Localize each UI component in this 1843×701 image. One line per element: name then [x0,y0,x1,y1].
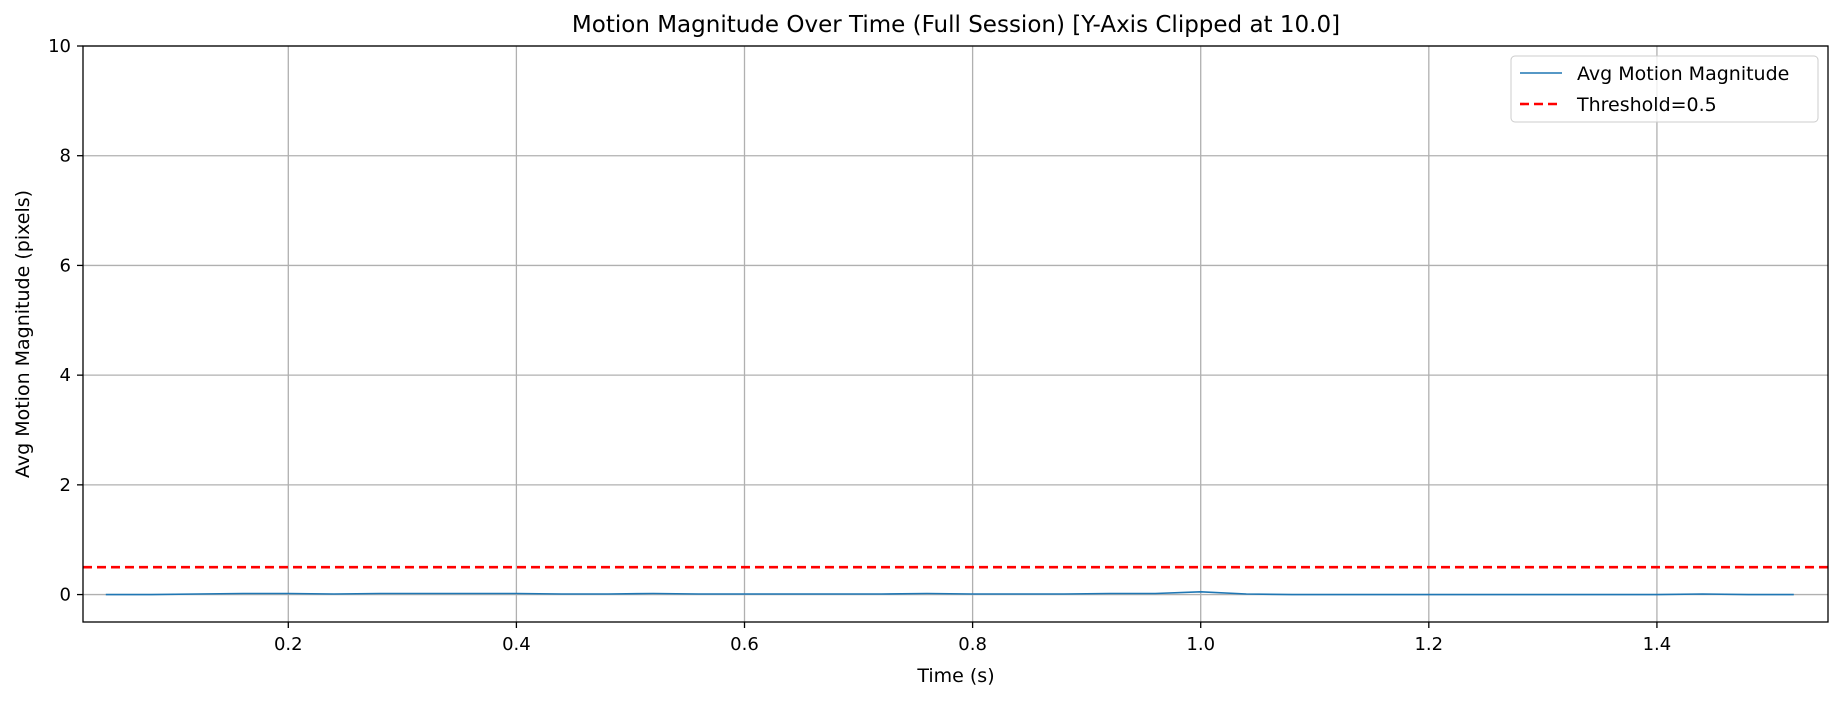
y-tick-label: 6 [60,255,71,276]
motion-magnitude-line [105,590,1794,596]
x-ticks: 0.2 0.4 0.6 0.8 1.0 1.2 1.4 [274,622,1671,655]
x-tick-label: 0.6 [730,634,759,655]
x-tick-label: 0.2 [274,634,303,655]
x-tick-label: 1.2 [1414,634,1443,655]
y-axis-label: Avg Motion Magnitude (pixels) [12,190,34,478]
plot-frame [82,45,1829,623]
legend-label-motion: Avg Motion Magnitude [1577,63,1789,85]
x-tick-label: 1.0 [1186,634,1215,655]
plot-series [83,565,1828,596]
legend-label-threshold: Threshold=0.5 [1576,94,1717,116]
legend-box [1510,55,1819,123]
y-tick-label: 2 [60,475,71,496]
x-axis-label: Time (s) [916,665,994,687]
y-tick-label: 4 [60,365,71,386]
x-tick-label: 0.4 [502,634,531,655]
x-tick-label: 1.4 [1643,634,1672,655]
grid [83,45,1828,622]
legend: Avg Motion Magnitude Threshold=0.5 [1510,55,1819,123]
y-tick-label: 8 [60,146,71,167]
x-tick-label: 0.8 [958,634,987,655]
y-ticks: 0 2 4 6 8 10 [48,36,83,606]
y-tick-label: 10 [48,36,71,57]
y-tick-label: 0 [60,585,71,606]
chart-title: Motion Magnitude Over Time (Full Session… [572,12,1340,38]
